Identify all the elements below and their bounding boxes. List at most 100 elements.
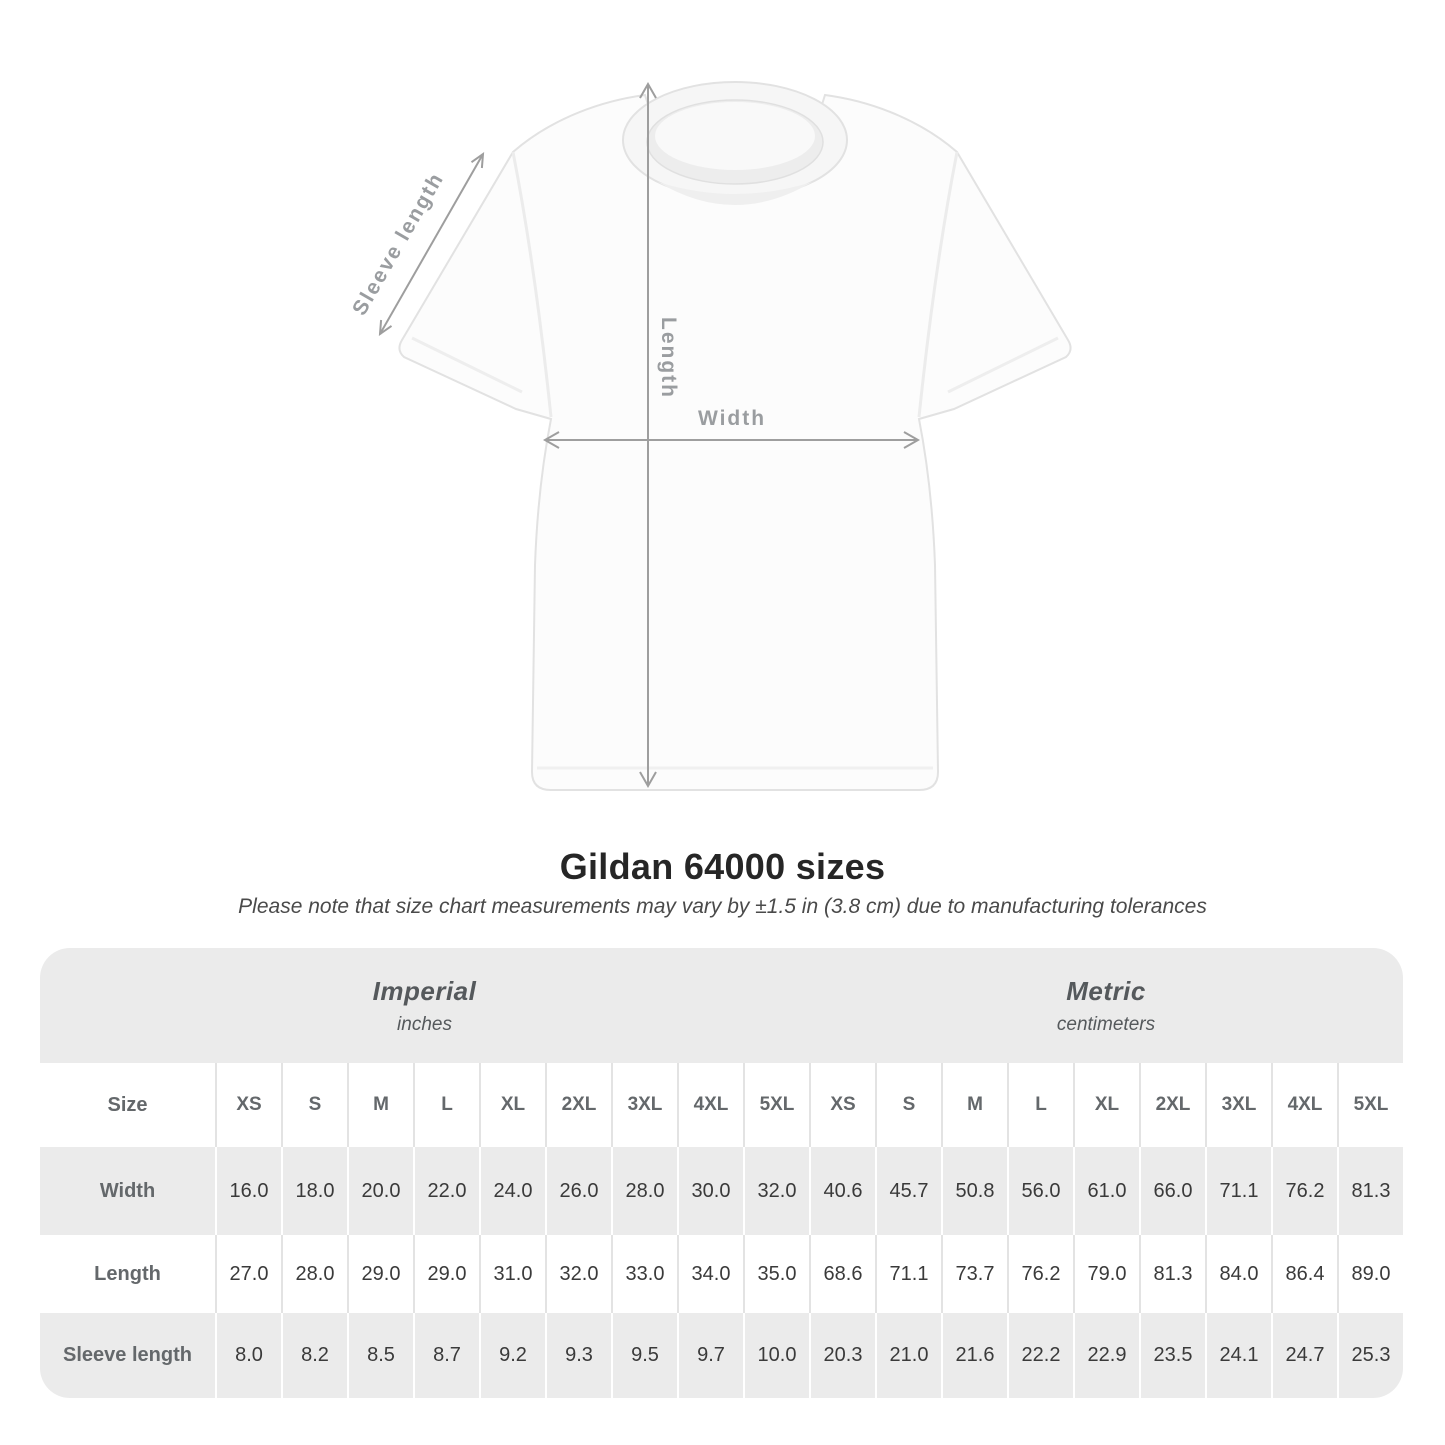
collar-back-fabric bbox=[655, 102, 815, 170]
size-col-header-imperial: S bbox=[281, 1063, 347, 1147]
value-cell-imperial: 9.2 bbox=[479, 1313, 545, 1398]
metric-header-label: Metric bbox=[1066, 975, 1146, 1006]
value-cell-imperial: 29.0 bbox=[347, 1235, 413, 1313]
value-cell-imperial: 9.5 bbox=[611, 1313, 677, 1398]
value-cell-imperial: 31.0 bbox=[479, 1235, 545, 1313]
value-cell-imperial: 9.3 bbox=[545, 1313, 611, 1398]
size-col-header-metric: 2XL bbox=[1139, 1063, 1205, 1147]
value-cell-metric: 23.5 bbox=[1139, 1313, 1205, 1398]
size-col-header-imperial: 2XL bbox=[545, 1063, 611, 1147]
value-cell-metric: 73.7 bbox=[941, 1235, 1007, 1313]
value-cell-metric: 22.2 bbox=[1007, 1313, 1073, 1398]
size-col-header-metric: 5XL bbox=[1337, 1063, 1403, 1147]
tshirt-silhouette bbox=[398, 93, 1072, 791]
value-cell-metric: 21.0 bbox=[875, 1313, 941, 1398]
value-cell-imperial: 28.0 bbox=[611, 1147, 677, 1235]
value-cell-metric: 71.1 bbox=[875, 1235, 941, 1313]
width-arrow-label: Width bbox=[698, 407, 766, 430]
value-cell-imperial: 33.0 bbox=[611, 1235, 677, 1313]
value-cell-metric: 84.0 bbox=[1205, 1235, 1271, 1313]
size-col-header-imperial: 5XL bbox=[743, 1063, 809, 1147]
sleeve-seam-left bbox=[511, 151, 553, 418]
metric-unit-label: centimeters bbox=[1056, 1013, 1156, 1035]
imperial-header-label: Imperial bbox=[372, 975, 477, 1006]
tolerance-note: Please note that size chart measurements… bbox=[238, 895, 1207, 918]
measurement-row-label: Sleeve length bbox=[40, 1313, 215, 1398]
value-cell-metric: 22.9 bbox=[1073, 1313, 1139, 1398]
measurement-row-label: Length bbox=[40, 1235, 215, 1313]
size-col-header-imperial: XS bbox=[215, 1063, 281, 1147]
value-cell-metric: 81.3 bbox=[1139, 1235, 1205, 1313]
value-cell-metric: 71.1 bbox=[1205, 1147, 1271, 1235]
value-cell-metric: 89.0 bbox=[1337, 1235, 1403, 1313]
value-cell-imperial: 35.0 bbox=[743, 1235, 809, 1313]
size-col-header-metric: XL bbox=[1073, 1063, 1139, 1147]
value-cell-metric: 66.0 bbox=[1139, 1147, 1205, 1235]
value-cell-imperial: 34.0 bbox=[677, 1235, 743, 1313]
size-col-header-imperial: 4XL bbox=[677, 1063, 743, 1147]
value-cell-metric: 86.4 bbox=[1271, 1235, 1337, 1313]
value-cell-imperial: 8.7 bbox=[413, 1313, 479, 1398]
size-col-header-metric: L bbox=[1007, 1063, 1073, 1147]
value-cell-imperial: 22.0 bbox=[413, 1147, 479, 1235]
value-cell-metric: 21.6 bbox=[941, 1313, 1007, 1398]
value-cell-imperial: 10.0 bbox=[743, 1313, 809, 1398]
size-col-header-imperial: XL bbox=[479, 1063, 545, 1147]
size-col-header-imperial: M bbox=[347, 1063, 413, 1147]
length-arrow-label: Length bbox=[657, 317, 680, 399]
value-cell-imperial: 29.0 bbox=[413, 1235, 479, 1313]
under-collar-shadow bbox=[658, 182, 812, 205]
value-cell-imperial: 16.0 bbox=[215, 1147, 281, 1235]
measurement-row-label: Width bbox=[40, 1147, 215, 1235]
value-cell-imperial: 20.0 bbox=[347, 1147, 413, 1235]
value-cell-metric: 24.1 bbox=[1205, 1313, 1271, 1398]
cuff-fold-right bbox=[947, 336, 1059, 394]
size-col-header-imperial: L bbox=[413, 1063, 479, 1147]
metric-header-group: Metric centimeters bbox=[809, 948, 1403, 1063]
sleeve-length-arrow bbox=[378, 151, 485, 337]
value-cell-imperial: 8.2 bbox=[281, 1313, 347, 1398]
value-cell-metric: 76.2 bbox=[1007, 1235, 1073, 1313]
page-title: Gildan 64000 sizes bbox=[559, 846, 886, 887]
value-cell-metric: 50.8 bbox=[941, 1147, 1007, 1235]
size-col-header-metric: 4XL bbox=[1271, 1063, 1337, 1147]
size-col-header-metric: 3XL bbox=[1205, 1063, 1271, 1147]
value-cell-imperial: 8.5 bbox=[347, 1313, 413, 1398]
size-col-header-imperial: 3XL bbox=[611, 1063, 677, 1147]
length-arrow bbox=[639, 81, 657, 789]
value-cell-imperial: 26.0 bbox=[545, 1147, 611, 1235]
value-cell-metric: 79.0 bbox=[1073, 1235, 1139, 1313]
size-table: Imperial inches Metric centimeters Size X… bbox=[40, 948, 1403, 1398]
size-col-header-metric: S bbox=[875, 1063, 941, 1147]
imperial-header-group: Imperial inches bbox=[40, 948, 809, 1063]
value-cell-metric: 20.3 bbox=[809, 1313, 875, 1398]
value-cell-imperial: 30.0 bbox=[677, 1147, 743, 1235]
value-cell-metric: 76.2 bbox=[1271, 1147, 1337, 1235]
value-cell-imperial: 32.0 bbox=[545, 1235, 611, 1313]
cuff-fold-left bbox=[411, 336, 523, 394]
value-cell-imperial: 18.0 bbox=[281, 1147, 347, 1235]
value-cell-imperial: 27.0 bbox=[215, 1235, 281, 1313]
tshirt-measurement-diagram: Sleeve length Length Width bbox=[348, 81, 1072, 791]
value-cell-imperial: 28.0 bbox=[281, 1235, 347, 1313]
value-cell-imperial: 9.7 bbox=[677, 1313, 743, 1398]
value-cell-imperial: 24.0 bbox=[479, 1147, 545, 1235]
value-cell-metric: 81.3 bbox=[1337, 1147, 1403, 1235]
value-cell-metric: 68.6 bbox=[809, 1235, 875, 1313]
value-cell-imperial: 32.0 bbox=[743, 1147, 809, 1235]
imperial-unit-label: inches bbox=[397, 1013, 452, 1035]
value-cell-metric: 56.0 bbox=[1007, 1147, 1073, 1235]
value-cell-metric: 25.3 bbox=[1337, 1313, 1403, 1398]
value-cell-metric: 40.6 bbox=[809, 1147, 875, 1235]
unit-header-band: Imperial inches Metric centimeters bbox=[40, 948, 1403, 1063]
size-col-header-metric: M bbox=[941, 1063, 1007, 1147]
tshirt-diagram-svg: Sleeve length Length Width bbox=[348, 81, 1072, 791]
sleeve-seam-right bbox=[917, 151, 959, 418]
value-cell-imperial: 8.0 bbox=[215, 1313, 281, 1398]
width-arrow bbox=[542, 431, 921, 449]
size-col-header-metric: XS bbox=[809, 1063, 875, 1147]
value-cell-metric: 24.7 bbox=[1271, 1313, 1337, 1398]
size-row-label: Size bbox=[40, 1063, 215, 1147]
value-cell-metric: 45.7 bbox=[875, 1147, 941, 1235]
value-cell-metric: 61.0 bbox=[1073, 1147, 1139, 1235]
